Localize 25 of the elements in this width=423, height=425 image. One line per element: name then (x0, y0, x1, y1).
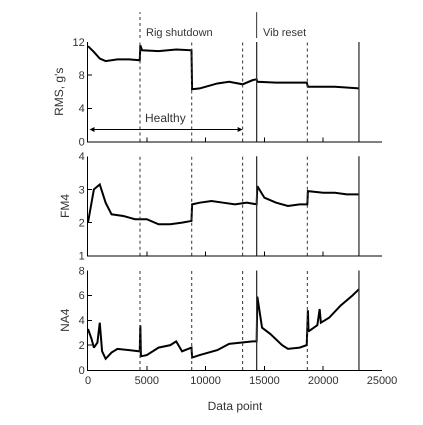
y-tick-label: 6 (78, 290, 85, 302)
y-tick-label: 1 (78, 250, 85, 263)
x-tick-label: 5000 (134, 375, 160, 388)
y-tick-label: 12 (72, 36, 85, 49)
x-tick-label: 20000 (308, 375, 338, 388)
y-tick-label: 0 (78, 364, 85, 377)
y-tick-label: 8 (78, 70, 85, 82)
x-tick-label: 15000 (249, 375, 280, 388)
y-tick-label: 0 (78, 136, 85, 148)
y-axis-title: NA4 (58, 308, 72, 332)
annotation: Healthy (145, 111, 186, 125)
ref-line-label: Rig shutdown (146, 27, 213, 39)
y-axis-title: RMS, g's (52, 68, 66, 116)
y-tick-label: 2 (78, 217, 85, 230)
y-axis-title: FM4 (58, 194, 72, 218)
y-tick-label: 4 (78, 103, 85, 116)
y-tick-label: 4 (78, 151, 85, 164)
x-axis-title: Data point (208, 399, 264, 414)
y-tick-label: 4 (78, 315, 85, 328)
y-tick-label: 3 (78, 184, 85, 196)
x-tick-label: 10000 (190, 375, 221, 388)
y-tick-label: 8 (78, 265, 85, 278)
y-tick-label: 2 (78, 340, 85, 352)
x-tick-label: 25000 (366, 375, 398, 388)
ref-line-label: Vib reset (263, 27, 306, 39)
